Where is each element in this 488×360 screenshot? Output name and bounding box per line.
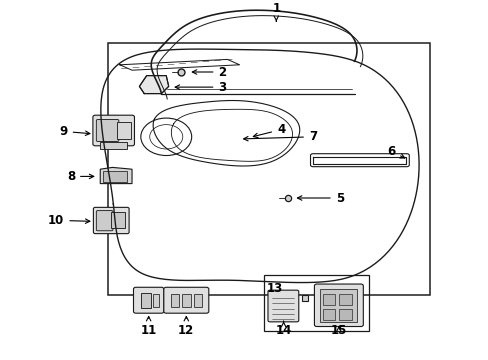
Bar <box>152 294 159 307</box>
Bar <box>322 294 335 305</box>
Bar <box>107 43 429 295</box>
Bar <box>141 293 150 308</box>
FancyBboxPatch shape <box>267 290 298 322</box>
Bar <box>264 275 368 331</box>
FancyBboxPatch shape <box>163 287 208 313</box>
Bar <box>193 294 202 307</box>
Text: 1: 1 <box>272 3 280 21</box>
Bar <box>100 142 127 149</box>
Text: 11: 11 <box>140 316 157 337</box>
Text: 12: 12 <box>178 316 194 337</box>
Text: 7: 7 <box>243 130 316 143</box>
Text: 2: 2 <box>192 66 226 78</box>
Polygon shape <box>139 76 168 94</box>
Bar <box>111 212 125 228</box>
Bar <box>339 294 351 305</box>
FancyBboxPatch shape <box>96 211 113 231</box>
Bar <box>339 309 351 320</box>
Bar <box>182 294 190 307</box>
FancyBboxPatch shape <box>133 287 163 313</box>
Bar <box>320 289 356 322</box>
Text: 5: 5 <box>297 192 343 204</box>
Text: 6: 6 <box>386 145 404 158</box>
Polygon shape <box>100 167 132 184</box>
Text: 10: 10 <box>48 214 90 227</box>
Text: 15: 15 <box>330 324 346 337</box>
Text: 3: 3 <box>175 81 226 94</box>
Text: 8: 8 <box>67 170 94 183</box>
FancyBboxPatch shape <box>314 284 363 327</box>
FancyBboxPatch shape <box>93 207 129 234</box>
FancyBboxPatch shape <box>93 115 134 146</box>
Bar <box>322 309 335 320</box>
Text: 14: 14 <box>275 321 291 337</box>
Text: 13: 13 <box>266 282 282 294</box>
Bar <box>117 122 131 139</box>
FancyBboxPatch shape <box>96 120 119 141</box>
Text: 9: 9 <box>60 125 90 138</box>
Bar <box>171 294 179 307</box>
Bar <box>102 171 127 182</box>
Text: 4: 4 <box>253 123 285 138</box>
